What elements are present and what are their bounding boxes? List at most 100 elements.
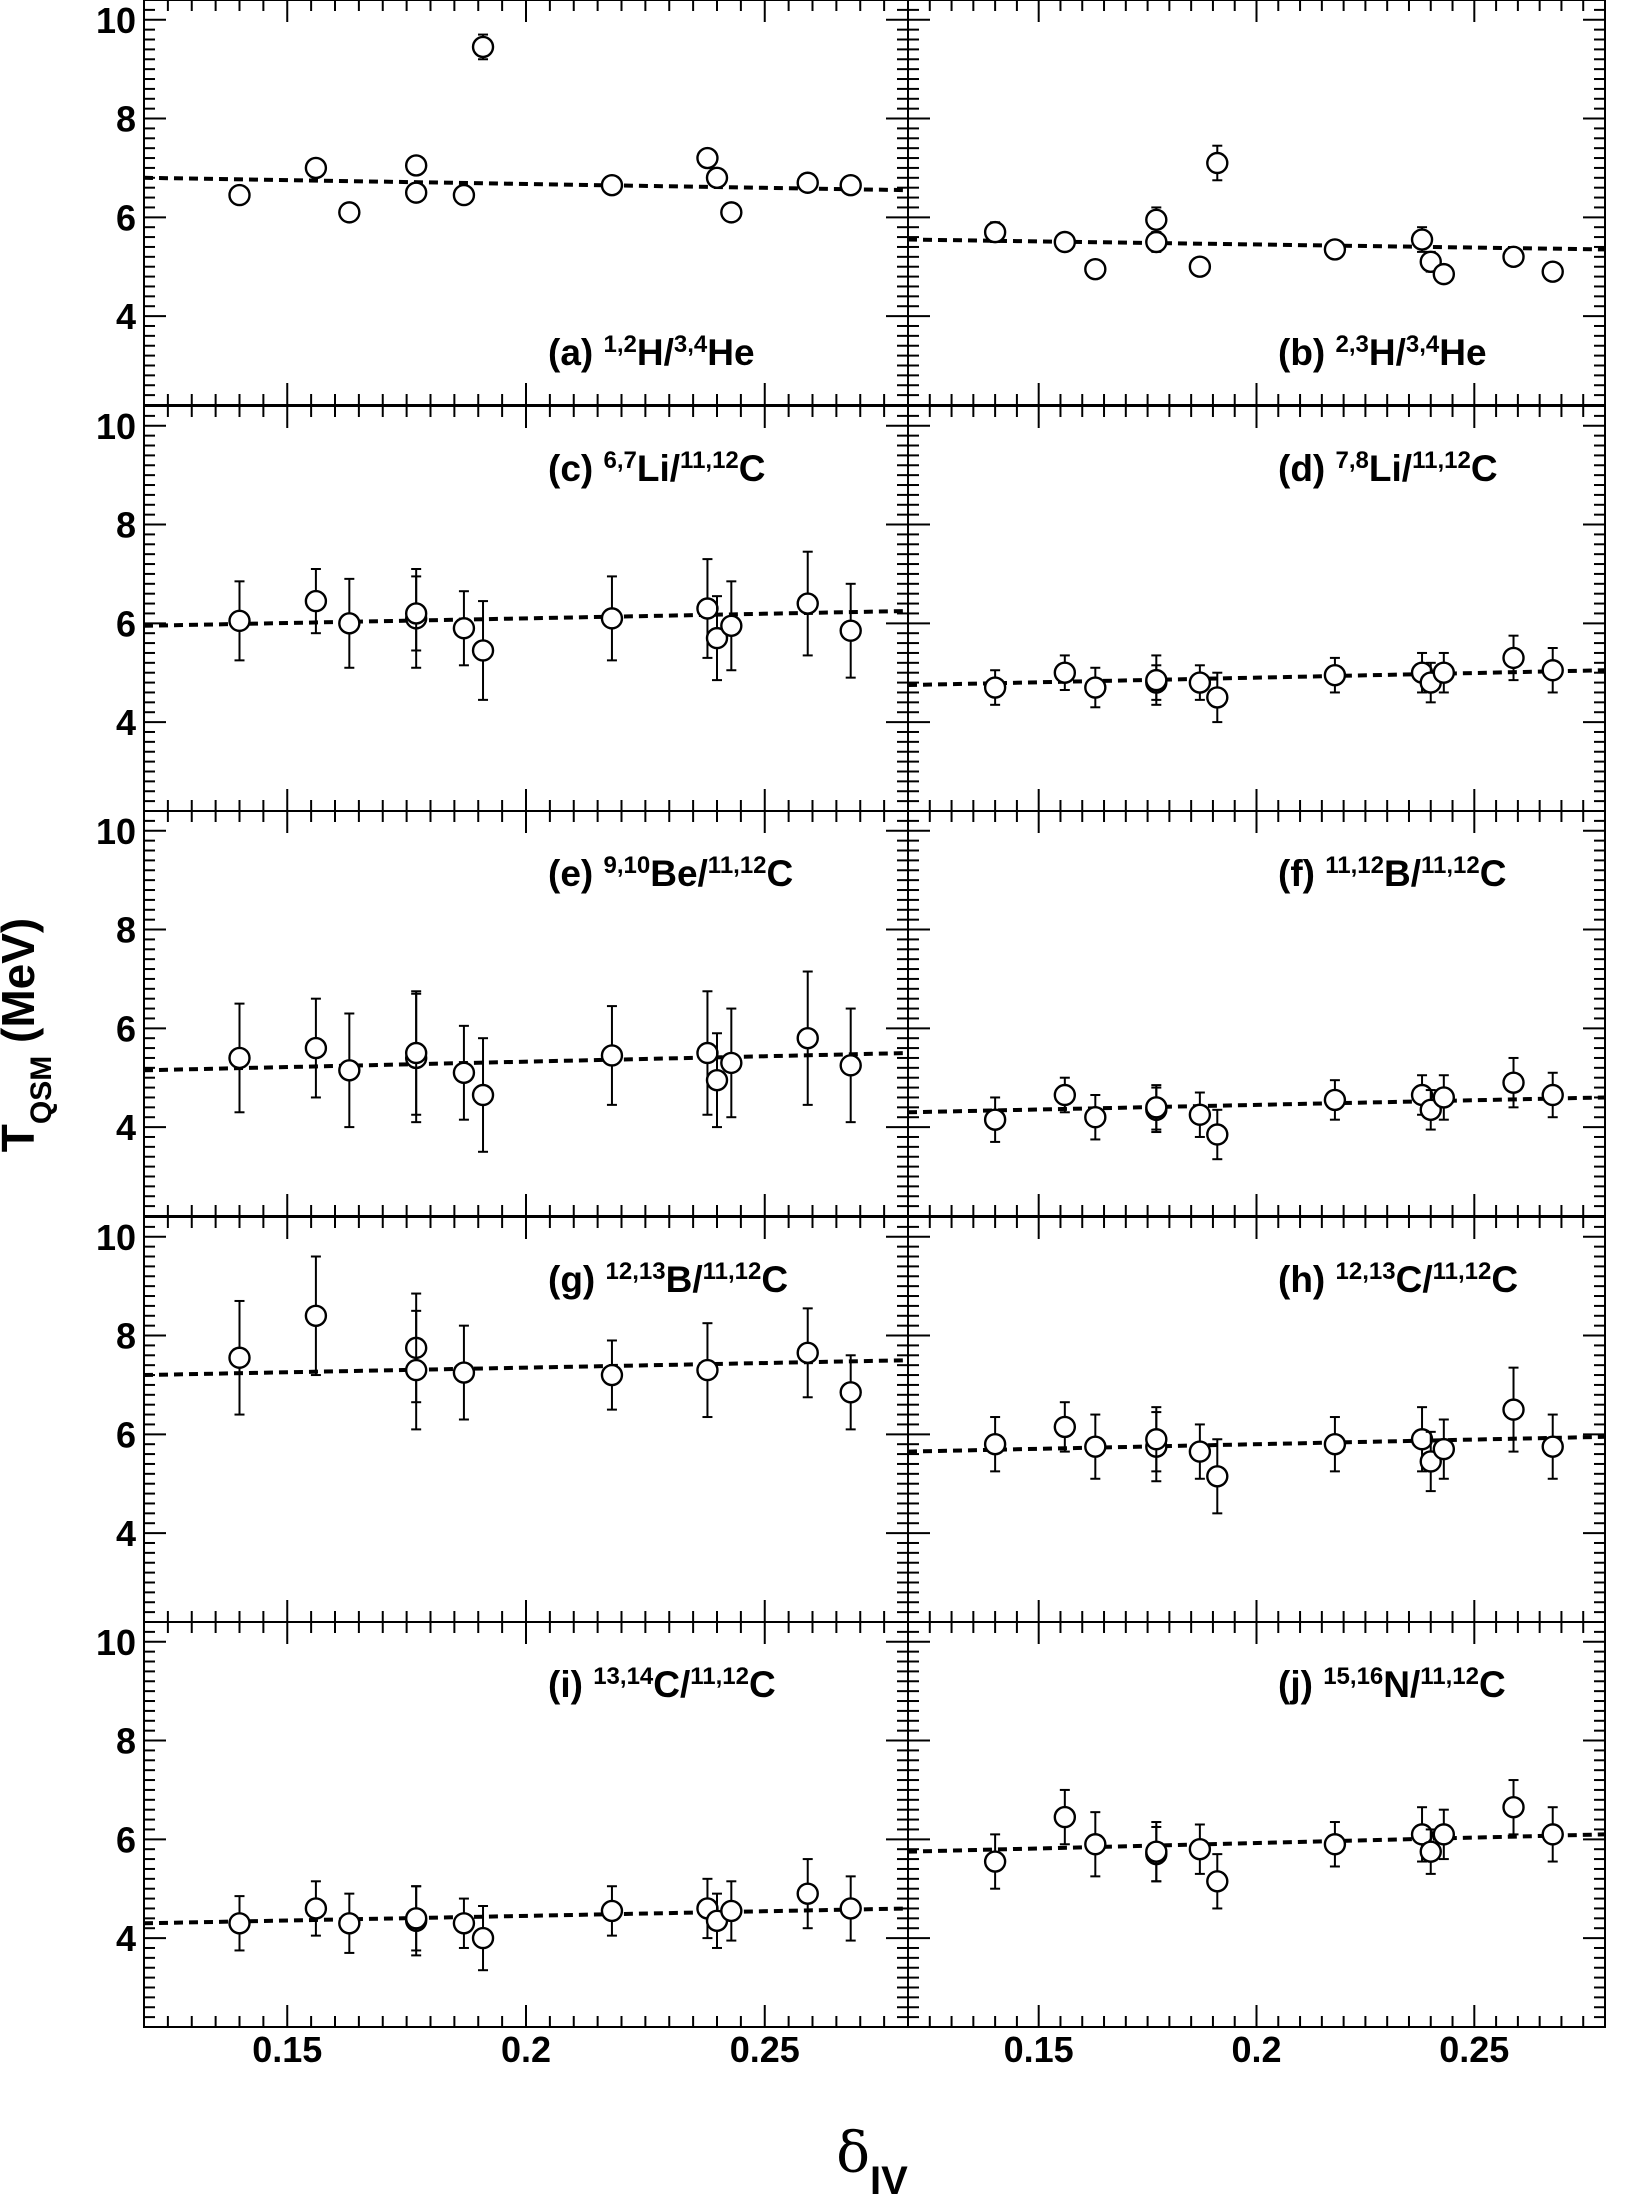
data-point <box>228 580 251 662</box>
data-point <box>1502 634 1525 682</box>
data-point <box>600 1339 624 1411</box>
data-point <box>1084 1811 1107 1878</box>
panel-b: (b) 2,3H/3,4He <box>907 0 1606 406</box>
panel-ticks <box>144 1217 908 1622</box>
panel-tag: (a) <box>548 332 604 373</box>
fit-line <box>907 237 1606 252</box>
y-tick-label: 10 <box>96 1622 136 1663</box>
data-marker <box>1410 1428 1434 1451</box>
data-point <box>983 1096 1007 1143</box>
data-marker <box>471 35 495 59</box>
data-marker <box>1541 659 1564 682</box>
fit-line <box>907 1095 1606 1115</box>
data-point <box>1084 666 1107 709</box>
data-point <box>1410 1406 1434 1473</box>
data-point <box>1084 1413 1107 1480</box>
data-point <box>983 1416 1007 1473</box>
data-point <box>720 1007 743 1119</box>
data-marker <box>304 1897 328 1920</box>
panel-tag: (b) <box>1278 332 1336 373</box>
data-point <box>1323 238 1347 261</box>
data-marker <box>404 1358 428 1382</box>
isotope-mass: 11,12 <box>1421 852 1480 879</box>
isotope-mass: 11,12 <box>1433 1258 1492 1285</box>
panel-h: (h) 12,13C/11,12C <box>907 1216 1606 1623</box>
data-point <box>228 1002 251 1114</box>
data-point <box>1053 654 1077 691</box>
data-marker <box>304 1036 328 1060</box>
data-point <box>1432 1418 1456 1480</box>
data-marker <box>1053 661 1077 684</box>
data-point <box>1502 1779 1525 1836</box>
data-point <box>1188 1823 1212 1875</box>
panel-label: (h) 12,13C/11,12C <box>1278 1258 1518 1301</box>
data-marker <box>1145 1840 1168 1863</box>
isotope-mass: 2,3 <box>1336 331 1369 358</box>
data-marker <box>404 1907 428 1930</box>
panel-label: (e) 9,10Be/11,12C <box>548 852 793 895</box>
x-tick-label: 0.25 <box>1439 2029 1509 2070</box>
y-tick-label: 6 <box>116 197 136 238</box>
data-marker <box>839 1381 862 1404</box>
data-marker <box>839 174 862 197</box>
element-symbol: C <box>767 853 794 894</box>
isotope-mass: 11,12 <box>1420 1663 1479 1690</box>
data-marker <box>1188 255 1212 278</box>
data-marker <box>1188 671 1212 694</box>
fit-line <box>907 1832 1606 1854</box>
isotope-mass: 12,13 <box>1336 1258 1396 1285</box>
data-marker <box>983 220 1007 244</box>
data-point <box>1432 651 1456 694</box>
y-tick-label: 10 <box>96 406 136 447</box>
data-marker <box>1084 676 1107 699</box>
panel-f: (f) 11,12B/11,12C <box>907 810 1606 1217</box>
data-marker <box>1410 228 1434 251</box>
data-marker <box>720 201 743 224</box>
data-marker <box>796 592 819 615</box>
data-point <box>1145 654 1168 706</box>
data-point <box>228 1299 251 1416</box>
y-tick-label: 8 <box>116 910 136 951</box>
panel-tag: (g) <box>548 1259 606 1300</box>
data-point <box>452 1897 476 1949</box>
data-point <box>1188 1423 1212 1480</box>
x-tick-label: 0.2 <box>1231 2029 1281 2070</box>
panel-ticks <box>908 0 1605 405</box>
data-marker <box>338 1059 361 1082</box>
data-marker <box>796 1026 819 1050</box>
data-marker <box>1541 1435 1564 1458</box>
panel-ticks <box>144 0 908 405</box>
data-marker <box>1323 1088 1347 1112</box>
isotope-mass: 1,2 <box>604 331 637 358</box>
panel-ticks <box>144 406 908 811</box>
data-marker <box>600 1363 624 1387</box>
panel-label: (j) 15,16N/11,12C <box>1278 1663 1506 1706</box>
data-point <box>796 1307 819 1399</box>
data-point <box>1206 1438 1229 1515</box>
data-marker <box>1206 151 1229 175</box>
panel-e: (e) 9,10Be/11,12C <box>143 810 909 1217</box>
data-point <box>839 1875 862 1942</box>
data-marker <box>1502 1071 1525 1094</box>
data-marker <box>1084 1106 1107 1129</box>
panel-label: (f) 11,12B/11,12C <box>1278 852 1506 895</box>
element-symbol: H/ <box>637 332 674 373</box>
data-marker <box>1053 230 1077 254</box>
data-point <box>471 1904 495 1972</box>
data-marker <box>600 1899 624 1923</box>
panel-frame <box>143 405 909 812</box>
data-point <box>1432 262 1456 286</box>
data-marker <box>1145 1096 1168 1119</box>
data-point <box>796 1858 819 1930</box>
data-point <box>1502 1056 1525 1109</box>
data-marker <box>1053 1805 1077 1829</box>
data-point <box>1206 1108 1229 1161</box>
data-marker <box>338 612 361 635</box>
data-point <box>1145 1821 1168 1883</box>
fit-line <box>907 1434 1606 1454</box>
data-marker <box>839 1897 862 1920</box>
data-point <box>1206 144 1229 182</box>
isotope-mass: 6,7 <box>604 447 637 474</box>
isotope-mass: 11,12 <box>690 1663 749 1690</box>
fit-line <box>907 668 1606 688</box>
